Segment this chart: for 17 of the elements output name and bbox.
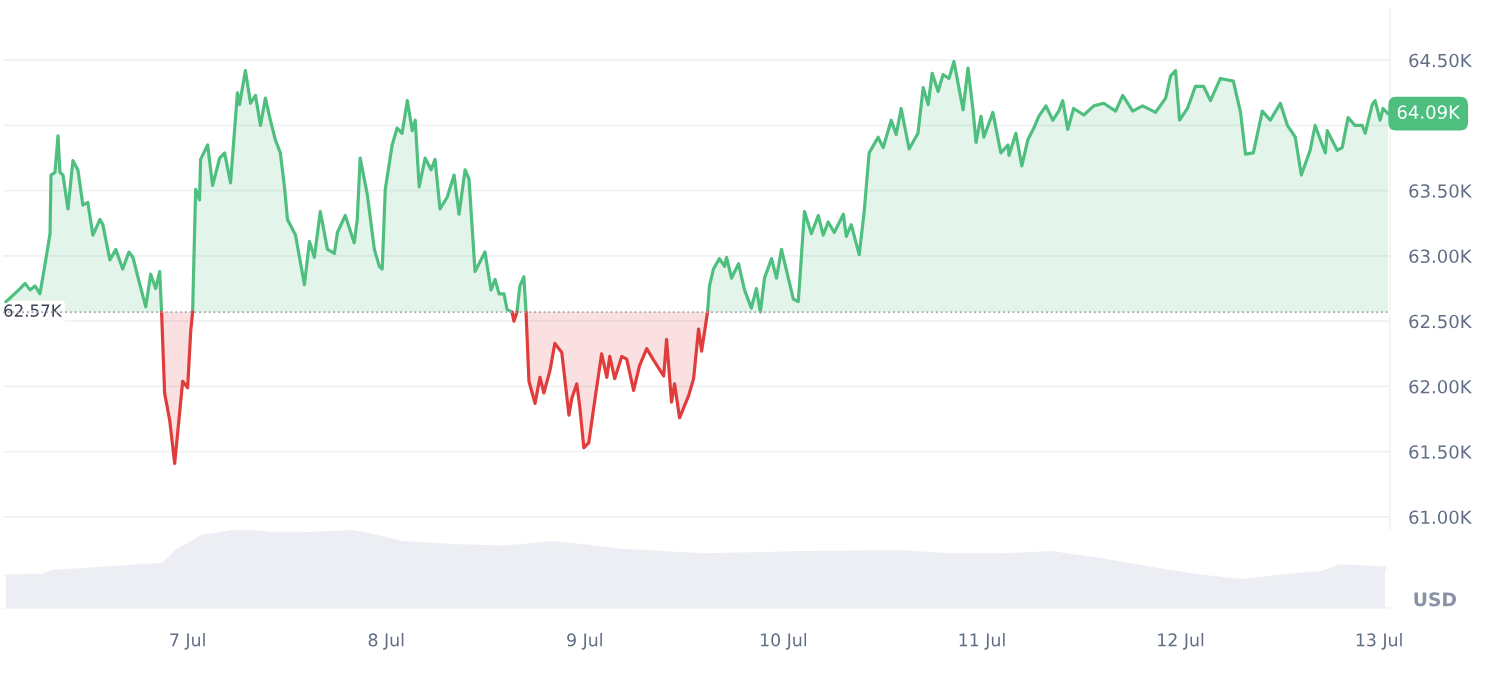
y-tick-label: 63.00K [1409, 249, 1472, 264]
y-tick-label: 64.50K [1409, 53, 1472, 68]
x-tick-label: 12 Jul [1158, 633, 1204, 650]
text: USD [1414, 592, 1457, 607]
x-tick-label: 9 Jul [567, 633, 602, 650]
x-tick-label: 8 Jul [368, 633, 404, 650]
x-tick-label: 11 Jul [959, 633, 1005, 650]
x-tick-label: 13 Jul [1356, 633, 1402, 650]
y-tick-label: 61.50K [1409, 445, 1472, 459]
ref-line-label: 62.57K [4, 304, 62, 317]
y-tick-label: 62.50K [1409, 314, 1472, 329]
x-tick-label: 7 Jul [170, 633, 205, 650]
y-tick-label: 63.50K [1409, 184, 1472, 198]
annotation: 64.09K [1397, 105, 1461, 119]
y-tick-label: 62.00K [1409, 379, 1472, 394]
x-tick-label: 10 Jul [761, 633, 807, 650]
y-tick-label: 61.00K [1409, 510, 1472, 525]
